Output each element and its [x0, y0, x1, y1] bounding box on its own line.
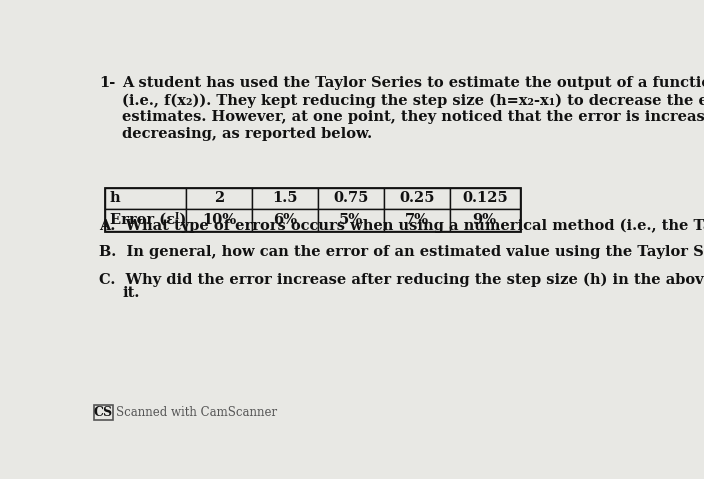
Text: B.  In general, how can the error of an estimated value using the Taylor Series : B. In general, how can the error of an e…	[99, 245, 704, 259]
Bar	[252, 188, 318, 209]
Text: C.  Why did the error increase after reducing the step size (h) in the above sit: C. Why did the error increase after redu…	[99, 272, 704, 287]
Bar	[450, 209, 520, 231]
Text: 0.25: 0.25	[399, 192, 435, 205]
Text: 0.125: 0.125	[462, 192, 508, 205]
Text: A.  What type of errors occurs when using a numerical method (i.e., the Taylor S: A. What type of errors occurs when using…	[99, 218, 704, 233]
Text: 2: 2	[214, 192, 225, 205]
Bar	[318, 209, 384, 231]
Text: Scanned with CamScanner: Scanned with CamScanner	[116, 406, 277, 419]
Text: A student has used the Taylor Series to estimate the output of a function at a s: A student has used the Taylor Series to …	[122, 76, 704, 90]
Bar	[105, 188, 520, 231]
Bar	[384, 209, 450, 231]
Text: estimates. However, at one point, they noticed that the error is increasing inst: estimates. However, at one point, they n…	[122, 110, 704, 124]
Text: 1.5: 1.5	[272, 192, 298, 205]
Text: Error (εᴵ): Error (εᴵ)	[110, 213, 186, 227]
Text: (i.e., f(x₂)). They kept reducing the step size (h=x₂-x₁) to decrease the error : (i.e., f(x₂)). They kept reducing the st…	[122, 93, 704, 108]
Bar	[318, 188, 384, 209]
Text: CS: CS	[94, 406, 113, 419]
Bar	[105, 188, 187, 209]
Text: it.: it.	[122, 286, 139, 300]
Bar	[187, 188, 252, 209]
Text: 1-: 1-	[99, 76, 115, 90]
Text: 10%: 10%	[202, 213, 237, 227]
Bar	[187, 209, 252, 231]
Text: 9%: 9%	[473, 213, 497, 227]
Bar	[94, 405, 113, 420]
Text: 7%: 7%	[405, 213, 429, 227]
Text: decreasing, as reported below.: decreasing, as reported below.	[122, 127, 372, 141]
Bar	[450, 188, 520, 209]
Text: 5%: 5%	[339, 213, 363, 227]
Text: 6%: 6%	[273, 213, 297, 227]
Bar	[384, 188, 450, 209]
Text: h: h	[110, 192, 120, 205]
Text: 0.75: 0.75	[334, 192, 369, 205]
Bar	[105, 209, 187, 231]
Bar	[252, 209, 318, 231]
